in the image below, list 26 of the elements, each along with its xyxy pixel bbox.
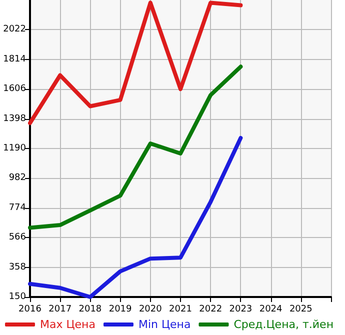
y-tick-label: 1190 xyxy=(3,144,26,154)
y-tick-label: 982 xyxy=(8,173,26,184)
legend-label: Min Цена xyxy=(138,318,191,331)
y-tick-label: 1398 xyxy=(3,114,26,124)
x-tick-label: 2018 xyxy=(78,304,102,314)
x-tick-label: 2025 xyxy=(289,304,312,314)
line-series xyxy=(28,64,243,230)
y-tick-label: 150 xyxy=(8,292,26,302)
line-series xyxy=(28,0,243,126)
y-tick-label: 774 xyxy=(8,202,26,213)
y-tick-label: 358 xyxy=(8,262,26,272)
legend-label: Сред.Цена, т.йен xyxy=(234,318,334,331)
y-tick-label: 1814 xyxy=(3,54,26,64)
y-tick-label: 2022 xyxy=(3,24,26,35)
legend-label: Max Цена xyxy=(40,318,96,331)
x-tick-label: 2017 xyxy=(48,304,72,314)
x-tick-label: 2022 xyxy=(199,304,222,314)
y-tick-label: 566 xyxy=(8,232,26,243)
y-tick-label: 1606 xyxy=(3,84,26,94)
x-tick-label: 2020 xyxy=(138,304,162,314)
x-tick-label: 2024 xyxy=(259,304,283,314)
x-tick-label: 2023 xyxy=(229,304,252,314)
line-series xyxy=(28,136,243,299)
x-tick-label: 2019 xyxy=(108,304,132,314)
x-tick-label: 2016 xyxy=(18,304,42,314)
x-tick-label: 2021 xyxy=(169,304,192,314)
